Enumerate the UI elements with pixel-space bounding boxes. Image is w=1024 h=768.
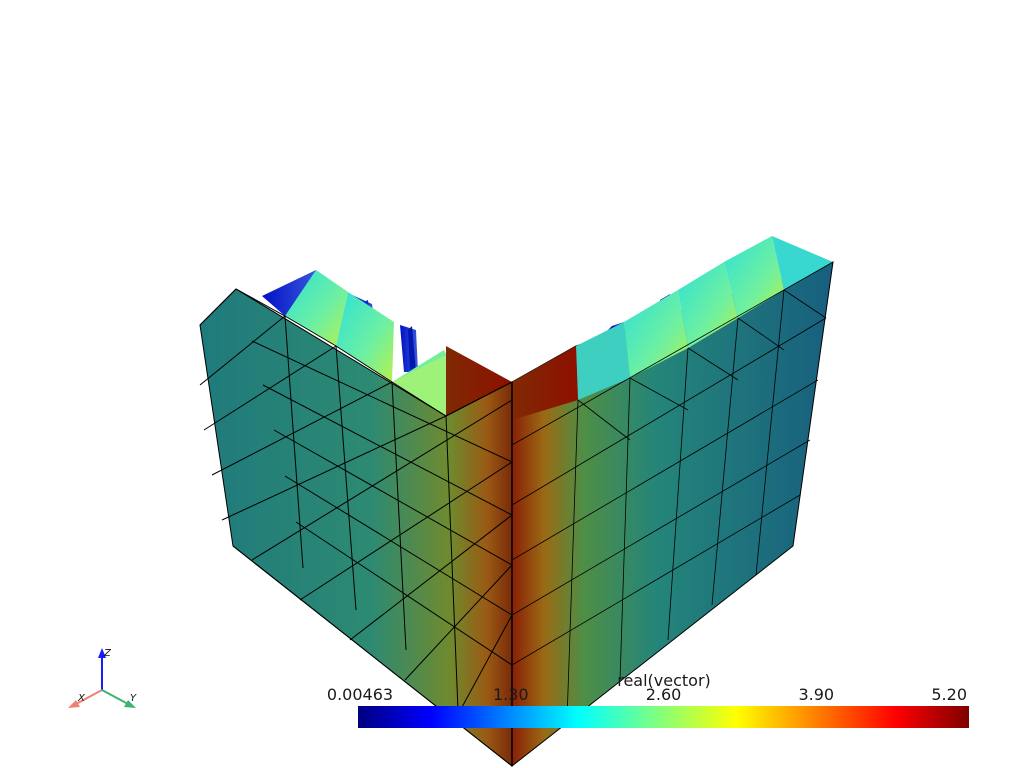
left-wall-mesh — [199, 288, 513, 767]
y-arrow-icon — [124, 700, 136, 708]
scalar-bar: real(vector) 0.00463 1.30 2.60 3.90 5.20 — [327, 671, 969, 728]
scalar-bar-gradient — [358, 706, 969, 728]
x-arrow-icon — [68, 700, 80, 708]
right-wall-mesh — [511, 261, 834, 721]
scalar-bar-tick-label: 3.90 — [798, 685, 834, 704]
x-axis — [75, 689, 103, 705]
y-axis-label: Y — [130, 693, 137, 704]
y-axis — [101, 689, 129, 705]
scalar-bar-title: real(vector) — [617, 671, 711, 690]
scalar-bar-tick-label: 0.00463 — [327, 685, 393, 704]
scalar-bar-tick-label: 1.30 — [493, 685, 529, 704]
fin-tops-right — [512, 236, 833, 420]
scalar-bar-tick-label: 2.60 — [646, 685, 682, 704]
orientation-axes: Z X Y — [68, 648, 137, 708]
scalar-bar-tick-label: 5.20 — [931, 685, 967, 704]
z-axis-label: Z — [103, 648, 112, 659]
mesh-object[interactable] — [199, 236, 834, 768]
scalar-bar-ticks: 0.00463 1.30 2.60 3.90 5.20 — [327, 685, 967, 704]
z-arrow-icon — [98, 648, 106, 658]
x-axis-label: X — [77, 693, 86, 704]
